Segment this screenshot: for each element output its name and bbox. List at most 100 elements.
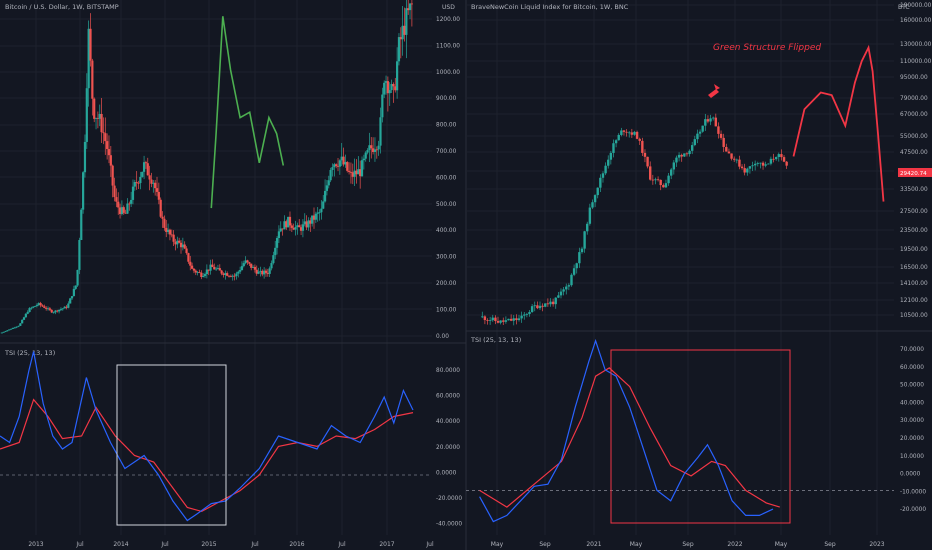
price-tick-label: 47500.00: [900, 150, 928, 156]
candle-body: [299, 227, 303, 231]
candle-body: [4, 331, 7, 332]
candle-body: [696, 133, 699, 140]
right-chart-panel[interactable]: BraveNewCoin Liquid Index for Bitcoin, 1…: [466, 0, 932, 548]
left-time-axis[interactable]: 2013 Jul 2014 Jul 2015 Jul 2016 Jul 2017 Jul: [28, 541, 434, 548]
tsi-tick-label: 70.0000: [900, 347, 924, 353]
candle-body: [67, 303, 70, 308]
candle-body: [45, 307, 48, 309]
price-tick-label: 23500.00: [900, 228, 928, 234]
left-tsi-highlight-box[interactable]: [116, 364, 227, 526]
candle-body: [322, 201, 325, 209]
candle-body: [730, 153, 733, 159]
price-tick-label: 110000.00: [900, 59, 932, 65]
candle-body: [50, 309, 53, 313]
candle-body: [746, 168, 749, 173]
candle-body: [259, 270, 262, 272]
candle-body: [146, 163, 149, 176]
candle-body: [491, 317, 494, 321]
right-time-axis[interactable]: May Sep 2021 May Sep 2022 May Sep 2023: [491, 541, 885, 548]
candle-body: [651, 179, 655, 181]
candle-body: [562, 289, 565, 292]
price-tick-label: 100.00: [436, 307, 457, 313]
candle-body: [301, 224, 305, 231]
right-tsi-highlight-box[interactable]: [610, 349, 791, 524]
candle-body: [599, 177, 602, 188]
candle-body: [106, 141, 109, 150]
candle-body: [209, 264, 212, 271]
price-tick-label: 500.00: [436, 202, 457, 208]
candle-body: [22, 317, 26, 320]
candle-body: [192, 268, 196, 271]
time-tick-label: Jul: [337, 541, 346, 548]
candle-body: [656, 179, 660, 181]
candle-body: [253, 266, 256, 270]
candle-body: [372, 148, 375, 152]
candle-body: [52, 312, 55, 314]
candle-body: [8, 329, 11, 331]
left-chart-panel[interactable]: Bitcoin / U.S. Dollar, 1W, BITSTAMP USD …: [0, 0, 466, 548]
candle-body: [74, 285, 77, 289]
candle-body: [246, 260, 249, 263]
price-tick-label: 1200.00: [436, 17, 460, 23]
candle-body: [486, 320, 489, 321]
time-tick-label: Jul: [425, 541, 434, 548]
candle-body: [366, 150, 369, 153]
price-tick-label: 300.00: [436, 255, 457, 261]
candle-body: [275, 238, 279, 248]
right-price-axis[interactable]: 190000.00 160000.00 130000.00 110000.00 9500…: [900, 3, 932, 319]
candle-body: [588, 207, 592, 224]
candle-body: [231, 275, 234, 277]
candle-body: [163, 218, 166, 228]
left-price-axis[interactable]: 1200.00 1100.00 1000.00 900.00 800.00 700.00 6…: [436, 17, 460, 340]
candle-body: [351, 172, 354, 177]
candle-body: [633, 131, 636, 135]
candle-body: [98, 113, 101, 119]
candle-body: [346, 162, 349, 171]
candle-body: [347, 170, 351, 172]
left-tsi-signal-line: [0, 398, 414, 513]
candle-body: [130, 199, 133, 204]
candle-body: [264, 270, 268, 273]
candle-body: [601, 173, 605, 178]
candle-body: [126, 203, 129, 214]
candle-body: [403, 25, 406, 35]
candle-body: [148, 175, 151, 180]
candle-body: [120, 207, 124, 214]
candle-body: [181, 244, 184, 248]
candle-body: [168, 229, 172, 235]
candle-body: [109, 155, 112, 166]
candle-body: [401, 25, 404, 40]
candle-body: [675, 157, 678, 163]
time-tick-label: 2016: [289, 541, 304, 548]
time-tick-label: Jul: [75, 541, 84, 548]
candle-body: [9, 328, 13, 330]
candle-body: [266, 272, 269, 274]
candle-body: [740, 166, 744, 169]
price-tick-label: 79000.00: [900, 96, 928, 102]
candle-body: [635, 131, 639, 139]
candle-body: [176, 240, 179, 245]
candle-body: [239, 270, 242, 272]
candle-body: [117, 201, 120, 208]
candle-body: [743, 168, 746, 173]
candle-body: [290, 225, 293, 228]
candle-body: [113, 185, 116, 198]
arrow-shape: [708, 89, 719, 98]
candle-body: [309, 220, 312, 224]
candle-body: [630, 132, 634, 135]
right-red-overlay-line: [792, 44, 885, 202]
left-tsi-axis[interactable]: 80.0000 60.0000 40.0000 20.0000 0.0000 -20.00…: [436, 368, 462, 528]
candle-body: [546, 303, 550, 305]
candle-body: [76, 269, 79, 286]
candle-body: [342, 156, 345, 165]
candle-body: [298, 225, 301, 228]
candle-body: [261, 270, 264, 275]
candle-body: [165, 227, 168, 232]
candle-body: [207, 269, 210, 271]
candle-body: [364, 152, 367, 159]
candle-body: [128, 203, 131, 205]
candle-body: [203, 274, 207, 276]
right-tsi-axis[interactable]: 70.0000 60.0000 50.0000 40.0000 30.0000 20.00…: [900, 347, 926, 513]
candle-body: [596, 187, 599, 196]
